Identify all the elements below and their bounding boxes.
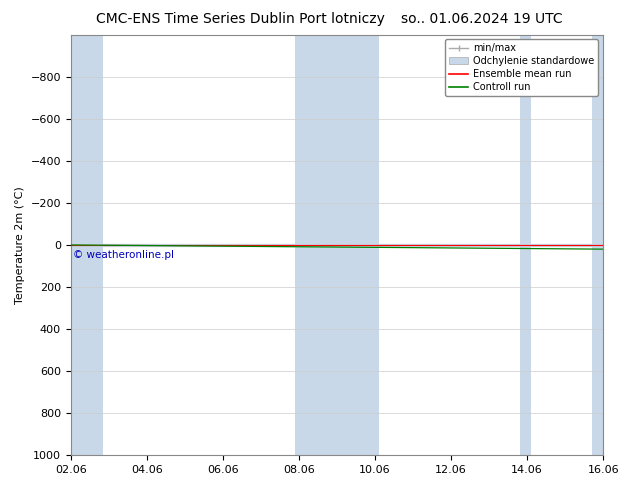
Legend: min/max, Odchylenie standardowe, Ensemble mean run, Controll run: min/max, Odchylenie standardowe, Ensembl… [445,40,598,96]
Bar [592,35,603,455]
Y-axis label: Temperature 2m (°C): Temperature 2m (°C) [15,186,25,304]
Text: so.. 01.06.2024 19 UTC: so.. 01.06.2024 19 UTC [401,12,562,26]
Bar [71,35,103,455]
Bar [295,35,378,455]
Bar [519,35,531,455]
Text: CMC-ENS Time Series Dublin Port lotniczy: CMC-ENS Time Series Dublin Port lotniczy [96,12,385,26]
Text: © weatheronline.pl: © weatheronline.pl [73,250,174,261]
